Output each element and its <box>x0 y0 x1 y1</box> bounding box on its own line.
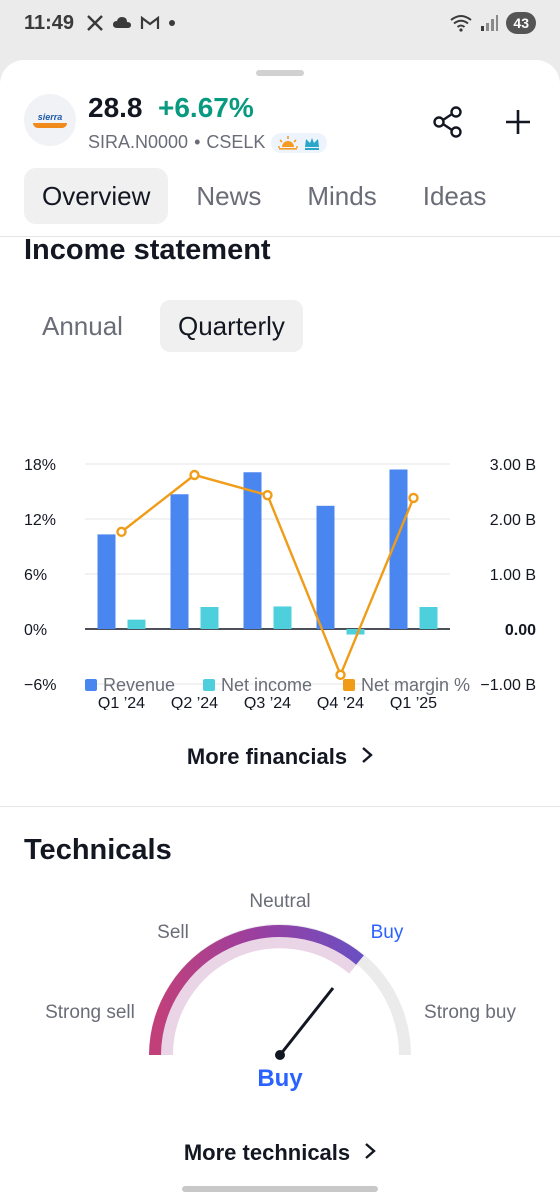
income-statement-title: Income statement <box>24 234 271 266</box>
legend-swatch <box>343 679 355 691</box>
price: 28.8 <box>88 92 143 123</box>
gauge-label-buy: Buy <box>371 922 404 943</box>
home-indicator[interactable] <box>182 1186 378 1192</box>
legend-label: Net margin % <box>361 675 470 695</box>
gauge-needle <box>278 987 335 1056</box>
y-right-tick-label: 3.00 B <box>490 457 536 474</box>
y-left-tick-label: 6% <box>24 567 47 584</box>
tabs-divider <box>0 236 560 237</box>
gmail-icon <box>140 15 160 29</box>
cloud-icon <box>113 17 131 28</box>
tab-minds[interactable]: Minds <box>307 181 377 211</box>
technical-rating: Buy <box>257 1065 303 1092</box>
net-margin-point <box>335 669 346 681</box>
gauge-label-strong-sell: Strong sell <box>45 1002 135 1023</box>
x-tick-label: Q3 ’24 <box>244 695 291 710</box>
dot-icon <box>169 20 175 26</box>
gauge-label-neutral: Neutral <box>249 891 310 912</box>
more-technicals-link[interactable]: More technicals <box>0 1140 560 1166</box>
x-tick-label: Q4 ’24 <box>317 695 364 710</box>
chevron-right-icon <box>361 744 373 770</box>
y-right-tick-label: −1.00 B <box>480 677 536 694</box>
crown-icon <box>305 137 320 150</box>
x-tick-label: Q1 ’24 <box>98 695 145 710</box>
net-income-bar <box>273 606 292 629</box>
market-status-badge[interactable] <box>271 132 328 153</box>
symbol-sheet: sierra 28.8 +6.67% SIRA.N0000 • CSELK Ov… <box>0 60 560 1200</box>
drag-handle[interactable] <box>256 70 304 76</box>
status-bar: 11:49 43 <box>0 0 560 50</box>
logo-text: sierra <box>37 112 63 122</box>
gauge-label-strong-buy: Strong buy <box>424 1002 516 1023</box>
net-margin-point <box>262 489 273 501</box>
wifi-icon <box>450 15 473 32</box>
y-right-tick-label: 1.00 B <box>490 567 536 584</box>
net-income-bar <box>200 607 219 629</box>
chevron-right-icon <box>364 1140 376 1166</box>
technicals-gauge: Strong sell Sell Neutral Buy Strong buy … <box>45 891 516 1092</box>
y-left-tick-label: −6% <box>24 677 56 694</box>
net-margin-line <box>120 473 415 679</box>
ticker-symbol: SIRA.N0000 <box>88 132 189 152</box>
company-logo: sierra <box>24 94 76 146</box>
legend-swatch <box>85 679 97 691</box>
net-margin-point <box>116 526 127 538</box>
sun-icon <box>278 135 299 150</box>
revenue-bar <box>243 472 262 629</box>
net-margin-point <box>189 469 200 481</box>
battery-indicator: 43 <box>506 12 536 34</box>
net-income-bar <box>127 619 146 629</box>
legend-swatch <box>203 679 215 691</box>
y-left-tick-label: 0% <box>24 622 47 639</box>
y-left-tick-label: 12% <box>24 512 56 529</box>
exchange-name: CSELK <box>206 132 266 152</box>
income-chart: 18% 12% 6% 0% −6% 3.00 B 2.00 B 1.00 B 0.00 −1.00… <box>24 457 536 710</box>
symbol-header: sierra 28.8 +6.67% SIRA.N0000 • CSELK <box>0 90 560 160</box>
tab-news[interactable]: News <box>196 181 262 211</box>
notification-icons <box>86 14 176 32</box>
revenue-bar <box>316 505 335 629</box>
price-change: +6.67% <box>158 92 254 123</box>
symbol-line: SIRA.N0000 • CSELK <box>88 132 328 153</box>
revenue-bar <box>170 494 189 629</box>
tab-overview[interactable]: Overview <box>24 168 169 224</box>
status-time: 11:49 <box>24 12 75 34</box>
technicals-title: Technicals <box>24 834 172 866</box>
period-annual-button[interactable]: Annual <box>42 311 123 341</box>
x-tick-label: Q2 ’24 <box>171 695 218 710</box>
period-quarterly-button[interactable]: Quarterly <box>160 300 303 352</box>
legend-label: Net income <box>221 675 312 695</box>
section-divider <box>0 806 560 807</box>
gauge-inner-band <box>161 936 357 1056</box>
symbol-tabs: Overview News Minds Ideas <box>24 168 514 224</box>
revenue-bar <box>97 534 116 629</box>
more-technicals-label: More technicals <box>183 1140 351 1165</box>
system-icons: 43 <box>450 12 536 34</box>
add-to-watchlist-icon[interactable] <box>500 104 536 140</box>
separator-dot: • <box>194 132 201 152</box>
chart-legend: Revenue Net income Net margin % <box>85 675 470 695</box>
net-income-bar <box>419 607 438 629</box>
signal-icon <box>481 15 499 31</box>
more-financials-link[interactable]: More financials <box>0 744 560 770</box>
net-margin-point <box>408 492 419 504</box>
more-financials-label: More financials <box>186 744 348 769</box>
y-left-tick-label: 18% <box>24 457 56 474</box>
gauge-pivot <box>275 1050 285 1060</box>
y-right-tick-label: 2.00 B <box>490 512 536 529</box>
net-income-bar <box>346 629 365 635</box>
x-tick-label: Q1 ’25 <box>390 695 437 710</box>
share-icon[interactable] <box>430 104 466 140</box>
revenue-bar <box>389 469 408 629</box>
x-app-icon <box>87 15 103 31</box>
gauge-fill-arc <box>149 925 364 1056</box>
legend-label: Revenue <box>103 675 175 695</box>
gauge-label-sell: Sell <box>157 922 189 943</box>
tab-ideas[interactable]: Ideas <box>422 181 487 211</box>
y-right-tick-label: 0.00 <box>505 622 536 639</box>
